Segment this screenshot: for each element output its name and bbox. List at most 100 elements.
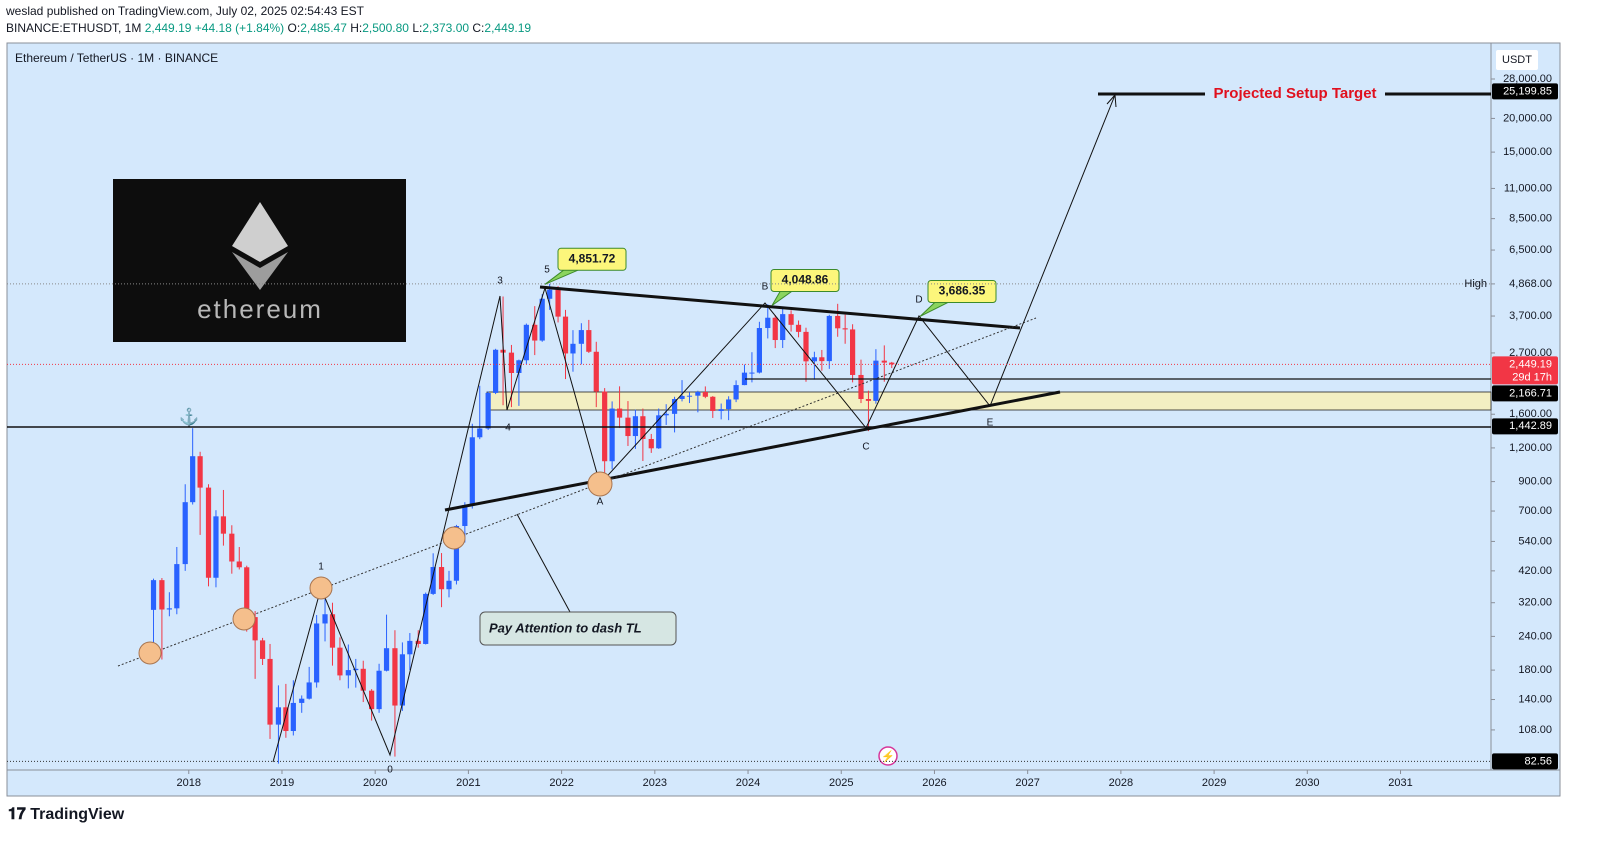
x-tick-label: 2029 bbox=[1202, 777, 1226, 789]
candle-body bbox=[182, 502, 188, 565]
y-tick-label: 180.00 bbox=[1518, 664, 1552, 676]
candle-body bbox=[811, 357, 817, 362]
candle-body bbox=[648, 438, 654, 449]
wave-label: E bbox=[987, 418, 994, 429]
candle-body bbox=[306, 682, 312, 699]
price-label: 2,449.19 bbox=[1509, 358, 1552, 370]
candle-body bbox=[220, 516, 227, 534]
chart-title: Ethereum / TetherUS · 1M · BINANCE bbox=[15, 51, 218, 65]
candle-body bbox=[205, 487, 212, 578]
candle-body bbox=[686, 395, 693, 397]
candle-body bbox=[485, 392, 491, 429]
candle-body bbox=[197, 456, 203, 488]
candle-body bbox=[446, 580, 452, 590]
candle-body bbox=[835, 315, 841, 329]
trend-line bbox=[539, 285, 1021, 330]
y-tick-label: 4,868.00 bbox=[1509, 278, 1552, 290]
logo-diamond-top bbox=[232, 202, 288, 262]
candle-body bbox=[593, 351, 599, 392]
ohlc-value: 2,449.19 bbox=[484, 21, 531, 35]
candle-body bbox=[562, 316, 569, 354]
ohlc-key: H: bbox=[350, 21, 362, 35]
candle-body bbox=[671, 399, 678, 414]
candle-body bbox=[873, 360, 879, 401]
wave-label: 3 bbox=[497, 276, 503, 287]
candle-body bbox=[663, 413, 669, 416]
x-tick-label: 2026 bbox=[922, 777, 946, 789]
note-box bbox=[479, 611, 677, 646]
candle-body bbox=[469, 437, 475, 506]
candle-body bbox=[741, 372, 748, 386]
candle-body bbox=[756, 328, 762, 373]
change: +44.18 (+1.84%) bbox=[195, 21, 284, 35]
candle-body bbox=[314, 623, 320, 683]
last-price: 2,449.19 bbox=[145, 21, 192, 35]
callout-box bbox=[770, 268, 840, 292]
y-tick-label: 11,000.00 bbox=[1504, 182, 1552, 194]
candle-body bbox=[826, 315, 832, 362]
target-label: Projected Setup Target bbox=[1213, 85, 1376, 102]
y-tick-label: 6,500.00 bbox=[1509, 244, 1552, 256]
brand-mark: 𝟏𝟕 bbox=[8, 806, 30, 823]
candle-body bbox=[399, 654, 405, 706]
wave-label: A bbox=[597, 497, 604, 508]
candle-body bbox=[353, 668, 359, 671]
candle-body bbox=[726, 399, 732, 410]
x-tick-label: 2031 bbox=[1388, 777, 1412, 789]
x-tick-label: 2021 bbox=[456, 777, 480, 789]
candle-body bbox=[493, 349, 499, 393]
y-tick-label: 320.00 bbox=[1518, 597, 1552, 609]
logo-diamond-bottom bbox=[232, 252, 288, 290]
candle-body bbox=[570, 343, 576, 354]
y-tick-label: 15,000.00 bbox=[1503, 146, 1552, 158]
candle-body bbox=[392, 648, 398, 706]
candle-body bbox=[539, 298, 545, 341]
y-tick-label: 2,700.00 bbox=[1509, 347, 1552, 359]
candle-body bbox=[290, 702, 296, 732]
wave-label: C bbox=[862, 442, 869, 453]
candle-body bbox=[236, 561, 242, 568]
marker-circle bbox=[309, 576, 333, 600]
price-label: 1,442.89 bbox=[1509, 420, 1552, 432]
candle-body bbox=[383, 648, 390, 671]
candle-body bbox=[656, 415, 662, 449]
y-tick-label: 540.00 bbox=[1518, 535, 1552, 547]
wave-label: 4 bbox=[505, 423, 511, 434]
callout-label: 4,048.86 bbox=[782, 273, 829, 287]
candle-body bbox=[244, 567, 250, 618]
anchor-icon: ⚓ bbox=[179, 407, 199, 426]
ohlc-key: O: bbox=[288, 21, 301, 35]
candle-body bbox=[532, 324, 538, 341]
candle-body bbox=[329, 614, 336, 648]
candle-body bbox=[609, 408, 615, 462]
candle-body bbox=[259, 640, 266, 659]
candle-body bbox=[710, 396, 716, 411]
y-tick-label: 108.00 bbox=[1518, 724, 1552, 736]
symbol-line: BINANCE:ETHUSDT, 1M 2,449.19 +44.18 (+1.… bbox=[6, 21, 531, 35]
y-tick-label: 700.00 bbox=[1518, 505, 1552, 517]
support-zone bbox=[486, 391, 1492, 411]
candle-body bbox=[865, 399, 872, 401]
candle-body bbox=[166, 608, 172, 610]
y-tick-label: 900.00 bbox=[1518, 476, 1552, 488]
high-label: High bbox=[1464, 278, 1487, 290]
candle-body bbox=[477, 428, 483, 438]
x-tick-label: 2023 bbox=[643, 777, 667, 789]
y-tick-label: 28,000.00 bbox=[1503, 73, 1552, 85]
marker-circle bbox=[138, 641, 162, 665]
candle-body bbox=[788, 314, 794, 325]
y-tick-label: 1,200.00 bbox=[1509, 442, 1552, 454]
x-tick-label: 2020 bbox=[363, 777, 387, 789]
candle-body bbox=[322, 614, 328, 624]
candle-body bbox=[523, 324, 529, 361]
candle-body bbox=[795, 324, 802, 332]
candle-body bbox=[369, 690, 375, 710]
marker-circle bbox=[442, 526, 466, 550]
candle-body bbox=[337, 647, 343, 676]
candle-body bbox=[749, 372, 755, 374]
price-label-box bbox=[1492, 356, 1558, 385]
candle-body bbox=[275, 707, 282, 725]
candle-body bbox=[508, 352, 515, 373]
